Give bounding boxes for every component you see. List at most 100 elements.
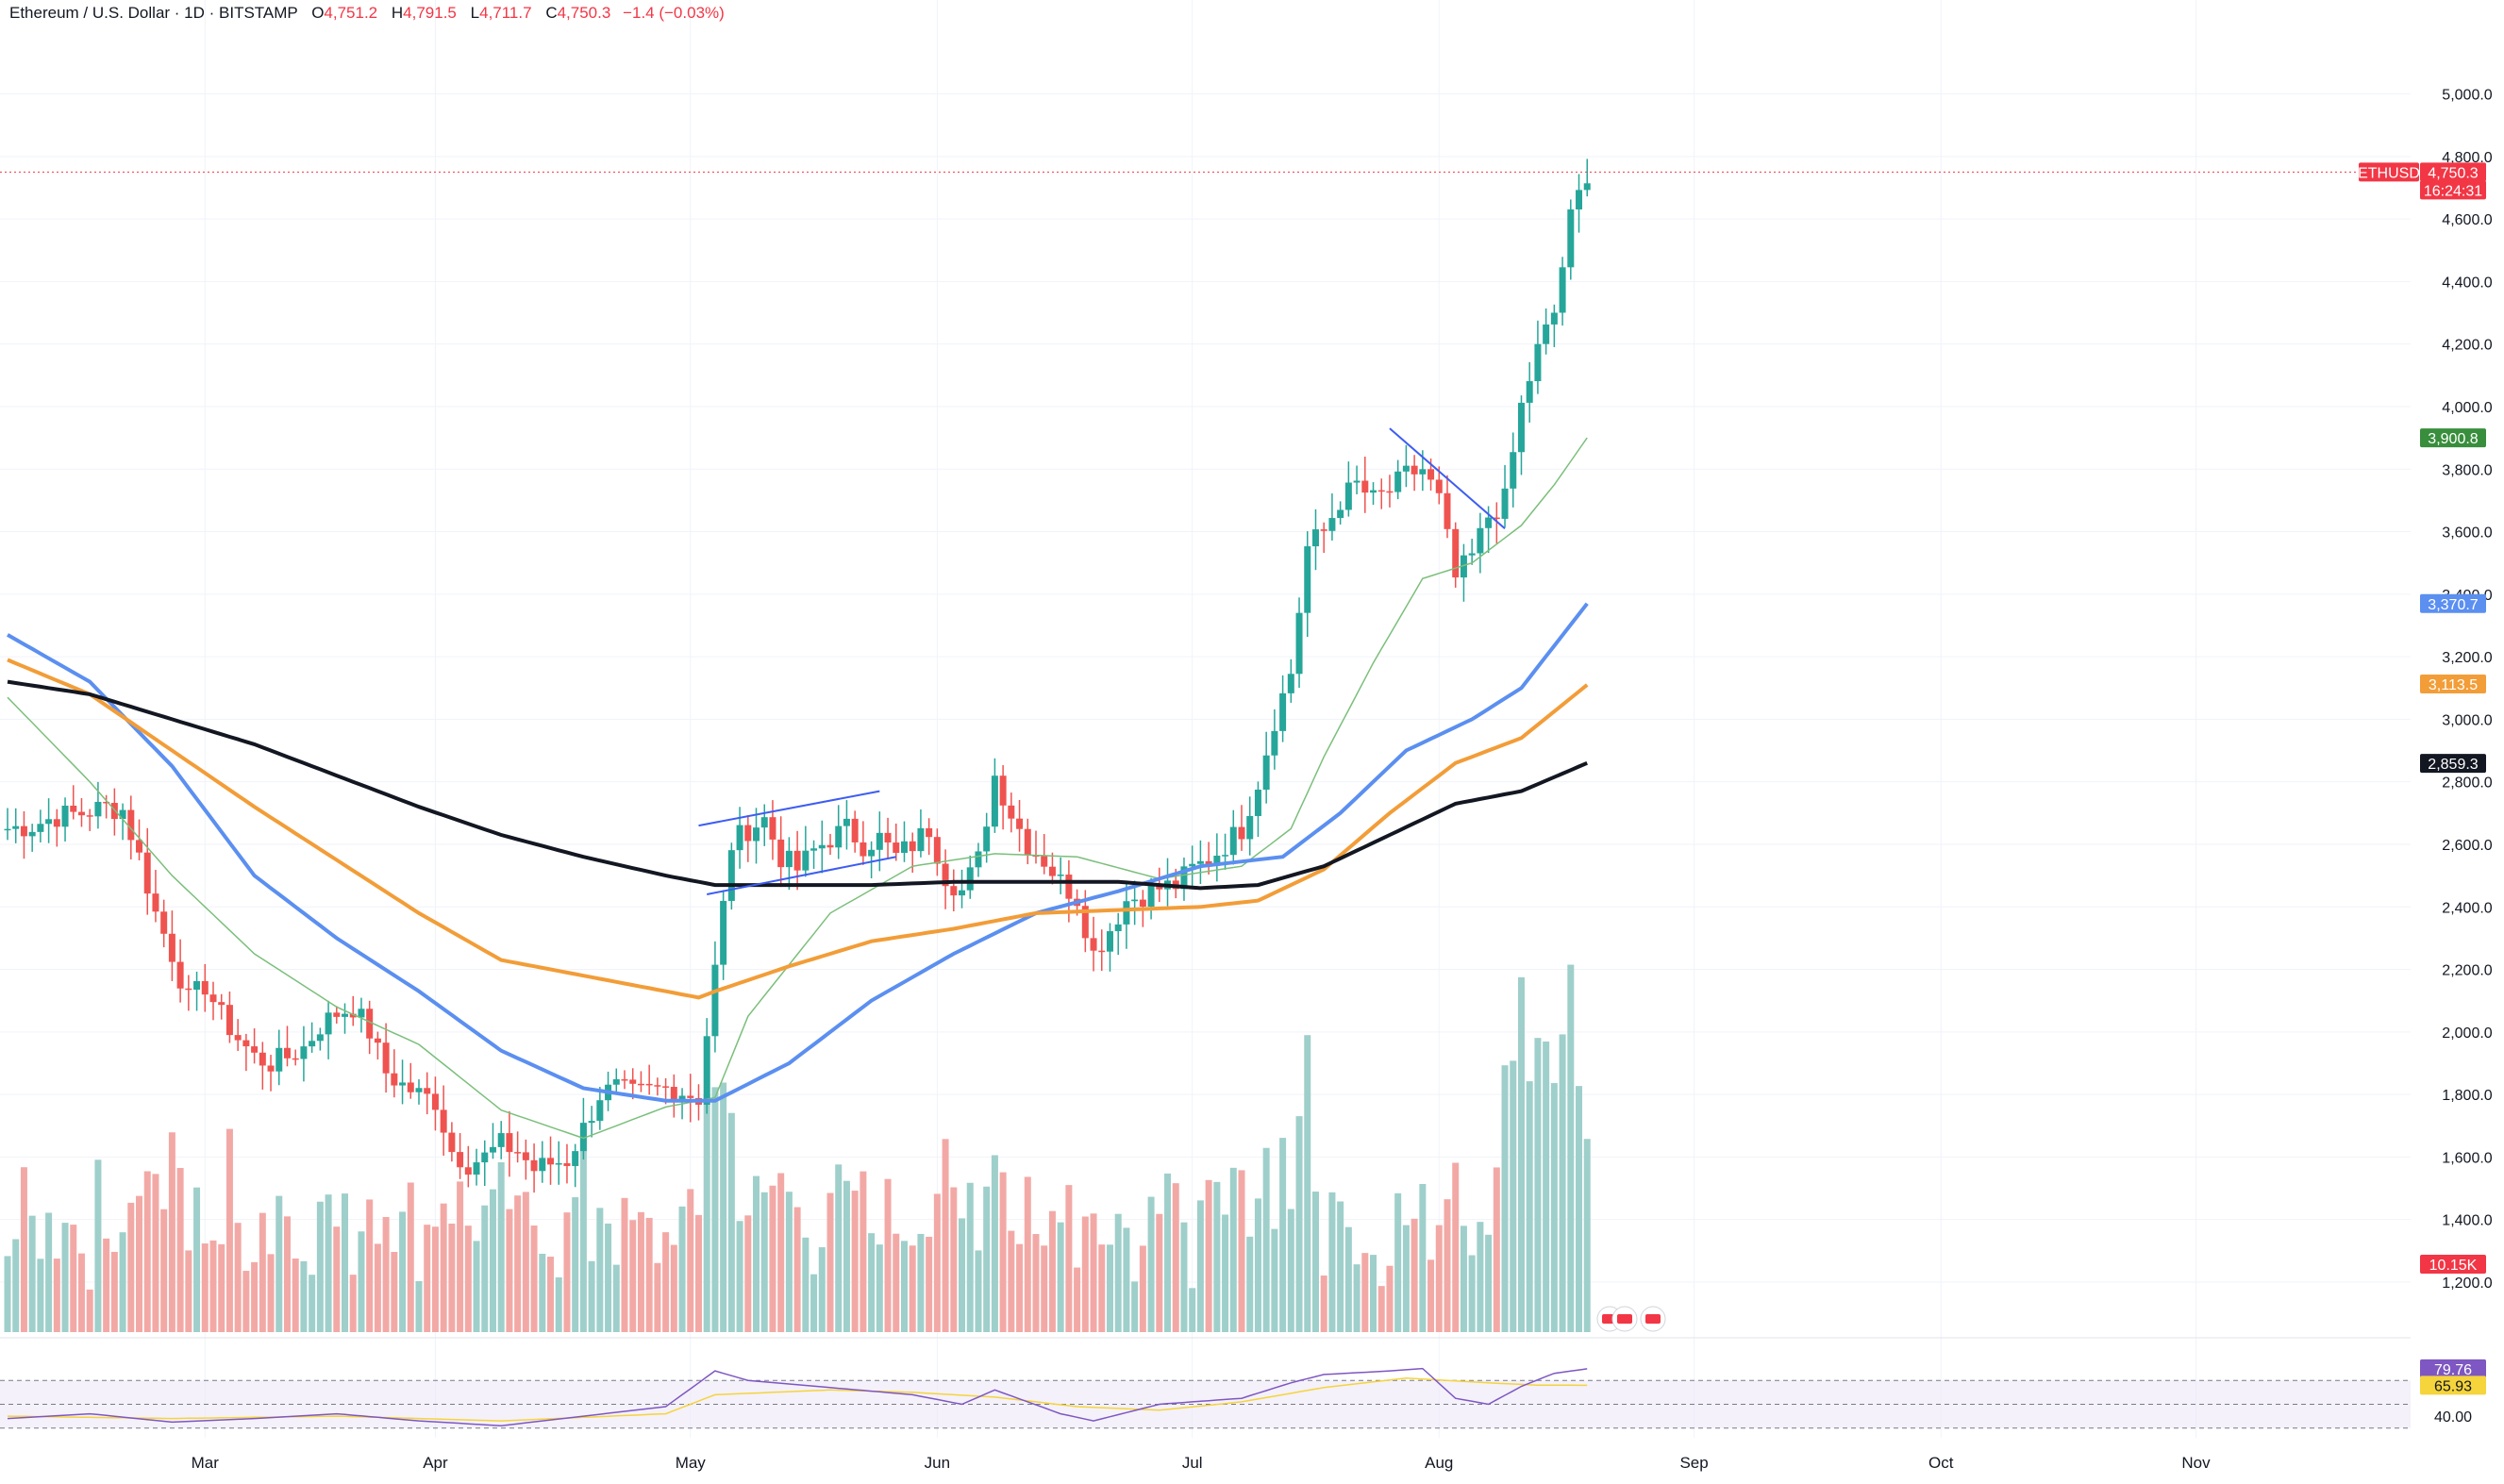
volume-bar [736, 1221, 743, 1332]
volume-bar [1024, 1176, 1031, 1332]
candle-body [309, 1041, 316, 1047]
candle-body [1477, 527, 1484, 554]
candle-body [596, 1100, 604, 1122]
candle-body [431, 1093, 439, 1110]
price-label: 10.15K [2429, 1258, 2478, 1274]
volume-bar [975, 1250, 982, 1332]
low-value: 4,711.7 [479, 4, 532, 22]
volume-bar [810, 1274, 818, 1332]
candle-body [325, 1012, 332, 1035]
volume-bar [933, 1193, 941, 1332]
candle-body [777, 839, 785, 868]
candle-body [1180, 866, 1188, 890]
volume-bar [1444, 1199, 1451, 1332]
candle-body [522, 1152, 529, 1160]
volume-bar [1501, 1065, 1509, 1332]
candle-body [259, 1052, 266, 1066]
volume-bar [1452, 1162, 1460, 1332]
candle-body [1123, 901, 1130, 925]
candle-body [876, 832, 883, 850]
candle-body [1501, 488, 1509, 519]
candle-body [1196, 860, 1204, 864]
volume-bar [1041, 1245, 1048, 1332]
candle-body [1567, 208, 1575, 268]
volume-bar [678, 1206, 686, 1332]
candle-body [1024, 828, 1031, 856]
candle-body [275, 1047, 283, 1072]
volume-bar [1139, 1245, 1146, 1332]
candle-body [12, 825, 20, 829]
volume-bar [275, 1195, 283, 1332]
candle-body [119, 809, 126, 820]
candle-body [966, 867, 974, 891]
candle-body [424, 1088, 431, 1094]
volume-bar [283, 1216, 291, 1332]
candle-body [1057, 875, 1064, 876]
volume-bar [448, 1224, 456, 1332]
candle-body [1139, 899, 1146, 908]
volume-bar [1016, 1243, 1024, 1332]
volume-bar [1106, 1244, 1113, 1332]
volume-bar [868, 1233, 876, 1332]
volume-bar [193, 1187, 201, 1332]
candle-body [218, 1002, 225, 1006]
volume-bar [415, 1280, 423, 1332]
volume-bar [900, 1241, 908, 1332]
volume-bar [654, 1262, 661, 1332]
candle-body [645, 1083, 653, 1086]
volume-bar [637, 1211, 644, 1332]
volume-bar [959, 1218, 966, 1332]
volume-bar [1222, 1214, 1229, 1332]
y-tick-label: 2,800.0 [2442, 775, 2492, 792]
volume-bar [1377, 1286, 1385, 1332]
volume-bar [1526, 1081, 1533, 1332]
candle-body [1328, 518, 1336, 531]
candle-body [1427, 469, 1435, 480]
candle-body [1576, 190, 1583, 209]
chart-header: Ethereum / U.S. Dollar · 1D · BITSTAMP O… [9, 4, 725, 23]
price-label-box [2420, 162, 2486, 182]
candle-body [1114, 924, 1122, 932]
volume-bar [1172, 1183, 1179, 1332]
volume-bar [1196, 1200, 1204, 1332]
volume-bar [127, 1202, 135, 1332]
candle-body [1229, 826, 1237, 856]
volume-bar [539, 1253, 546, 1332]
y-tick-label: 2,600.0 [2442, 838, 2492, 854]
volume-bar [760, 1192, 768, 1332]
volume-bar [1279, 1138, 1287, 1332]
candle-body [572, 1151, 579, 1166]
candle-body [152, 893, 159, 912]
volume-bar [407, 1182, 414, 1332]
volume-bar [168, 1132, 175, 1332]
candle-body [1361, 480, 1369, 493]
candle-body [358, 1009, 365, 1018]
volume-bar [1320, 1276, 1327, 1332]
candle-body [489, 1146, 496, 1153]
event-flag-stripe [1617, 1314, 1632, 1324]
moving-average-black [7, 679, 1588, 891]
volume-bar [473, 1241, 480, 1332]
volume-bar [1460, 1226, 1467, 1332]
volume-bar [999, 1172, 1007, 1332]
candle-body [1279, 692, 1287, 731]
volume-bar [514, 1195, 522, 1332]
candle-body [292, 1058, 299, 1060]
volume-bar [382, 1217, 390, 1332]
volume-bar [694, 1214, 702, 1332]
candle-body [637, 1083, 644, 1086]
candle-body [720, 900, 727, 965]
candle-body [201, 980, 209, 995]
candle-body [893, 842, 900, 853]
volume-bar [991, 1155, 998, 1332]
volume-bar [61, 1223, 69, 1332]
volume-bar [744, 1215, 752, 1332]
candle-body [1583, 183, 1591, 191]
volume-bar [1008, 1230, 1015, 1332]
x-tick-label: May [676, 1454, 707, 1472]
volume-bar [358, 1231, 365, 1332]
volume-bar [893, 1233, 900, 1332]
volume-bar [1477, 1222, 1484, 1332]
